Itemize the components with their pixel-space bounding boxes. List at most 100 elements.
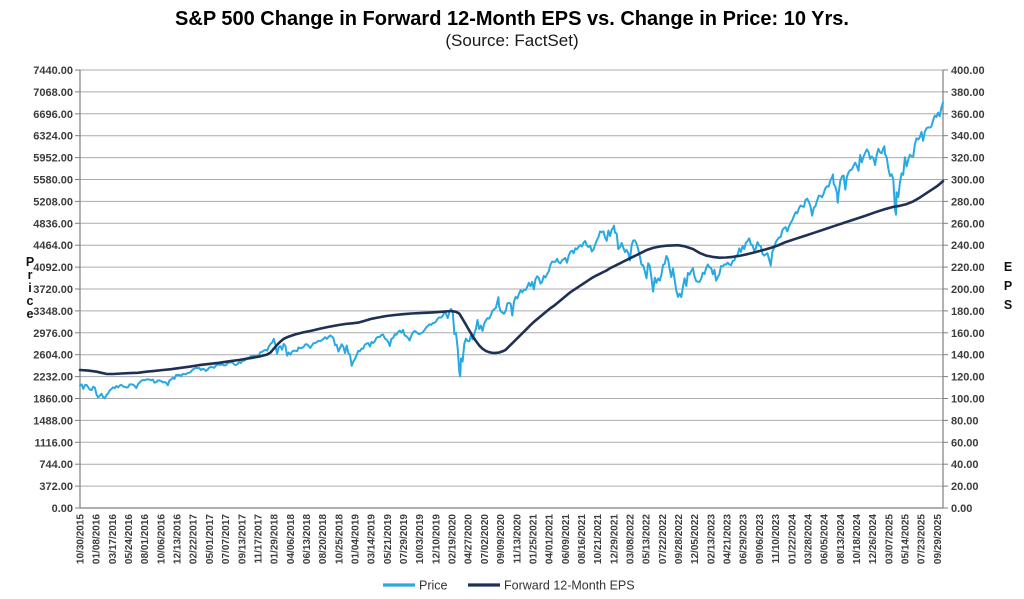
left-axis-title-letter: e	[27, 307, 34, 321]
x-axis-tick-label: 07/22/2022	[658, 514, 669, 564]
right-axis-tick-label: 100.00	[951, 394, 985, 406]
x-axis-tick-label: 01/25/2021	[528, 514, 539, 564]
left-axis-tick-label: 744.00	[39, 459, 73, 471]
x-axis-tick-label: 04/06/2018	[286, 514, 297, 564]
right-axis-tick-label: 140.00	[951, 350, 985, 362]
left-axis-tick-label: 2604.00	[33, 350, 73, 362]
right-axis-tick-label: 0.00	[951, 503, 972, 515]
left-axis-title-letter: i	[28, 281, 31, 295]
x-axis-tick-label: 04/01/2021	[545, 514, 556, 564]
x-axis-tick-label: 10/03/2019	[415, 514, 426, 564]
x-axis-tick-label: 05/21/2019	[383, 514, 394, 564]
chart-subtitle: (Source: FactSet)	[445, 31, 578, 50]
x-axis-tick-label: 03/28/2024	[803, 514, 814, 564]
x-axis-tick-label: 10/25/2018	[334, 514, 345, 564]
right-axis-tick-label: 320.00	[951, 153, 985, 165]
right-axis-tick-label: 240.00	[951, 240, 985, 252]
axes	[75, 69, 948, 509]
right-axis-tick-label: 120.00	[951, 372, 985, 384]
x-axis-tick-label: 05/01/2017	[205, 514, 216, 564]
x-axis-tick-label: 02/13/2023	[706, 514, 717, 564]
right-axis-tick-label: 60.00	[951, 437, 979, 449]
left-axis-tick-label: 4836.00	[33, 218, 73, 230]
x-axis-tick-label: 10/18/2024	[852, 514, 863, 564]
right-axis-tick-label: 180.00	[951, 306, 985, 318]
x-axis-tick-label: 06/09/2021	[561, 514, 572, 564]
gridlines	[80, 69, 943, 509]
x-axis-tick-label: 08/16/2021	[577, 514, 588, 564]
left-axis-tick-label: 7068.00	[33, 87, 73, 99]
x-axis-tick-label: 04/27/2020	[464, 514, 475, 564]
x-axis-tick-label: 02/19/2020	[448, 514, 459, 564]
x-axis-tick-label: 12/13/2016	[173, 514, 184, 564]
right-axis-tick-label: 200.00	[951, 284, 985, 296]
left-axis-tick-labels: 0.00 372.00 744.00 1116.00 1488.00 1860.00 223…	[33, 65, 73, 515]
x-axis-tick-label: 12/26/2024	[868, 514, 879, 564]
left-axis-tick-label: 7440.00	[33, 65, 73, 77]
left-axis-tick-label: 5208.00	[33, 196, 73, 208]
x-axis-tick-label: 06/05/2024	[820, 514, 831, 564]
left-axis-title-letter: r	[28, 268, 33, 282]
x-axis-tick-label: 12/29/2021	[609, 514, 620, 564]
right-axis-tick-label: 380.00	[951, 87, 985, 99]
x-axis-tick-label: 07/07/2017	[221, 514, 232, 564]
eps-line	[78, 179, 945, 376]
right-axis-tick-label: 280.00	[951, 196, 985, 208]
x-axis-tick-label: 08/20/2018	[318, 514, 329, 564]
x-axis-tick-label: 03/14/2019	[367, 514, 378, 564]
left-axis-tick-label: 5952.00	[33, 153, 73, 165]
left-axis-tick-label: 4092.00	[33, 262, 73, 274]
chart-title: S&P 500 Change in Forward 12-Month EPS v…	[175, 8, 849, 30]
left-axis-tick-label: 3720.00	[33, 284, 73, 296]
legend-label: Forward 12-Month EPS	[504, 579, 635, 593]
x-axis-tick-label: 09/06/2023	[755, 514, 766, 564]
x-axis-tick-label: 10/30/2015	[76, 514, 87, 564]
x-axis-tick-label: 01/29/2018	[270, 514, 281, 564]
x-axis-tick-label: 11/17/2017	[253, 514, 264, 564]
x-axis-tick-label: 01/08/2016	[92, 514, 103, 564]
x-axis-tick-label: 03/17/2016	[108, 514, 119, 564]
left-axis-tick-label: 6696.00	[33, 109, 73, 121]
right-axis-tick-label: 20.00	[951, 481, 979, 493]
x-axis-tick-label: 08/13/2024	[836, 514, 847, 564]
right-axis-title-letter: E	[1004, 260, 1012, 274]
right-axis-tick-label: 220.00	[951, 262, 985, 274]
left-axis-tick-label: 5580.00	[33, 175, 73, 187]
right-axis-tick-label: 260.00	[951, 218, 985, 230]
left-axis-tick-label: 2232.00	[33, 372, 73, 384]
x-axis-tick-labels: 10/30/2015 01/08/2016 03/17/2016 05/24/2016…	[76, 514, 944, 564]
x-axis-tick-label: 07/29/2019	[399, 514, 410, 564]
x-axis-tick-label: 05/13/2022	[642, 514, 653, 564]
left-axis-title-letter: P	[26, 255, 34, 269]
right-axis-tick-label: 160.00	[951, 328, 985, 340]
right-axis-tick-label: 340.00	[951, 131, 985, 143]
left-axis-tick-label: 1116.00	[34, 437, 73, 449]
x-axis-tick-label: 05/14/2025	[901, 514, 912, 564]
x-axis-tick-label: 05/24/2016	[124, 514, 135, 564]
right-axis-tick-label: 400.00	[951, 65, 985, 77]
left-axis-tick-label: 6324.00	[33, 131, 73, 143]
x-axis-tick-label: 12/05/2022	[690, 514, 701, 564]
x-axis-tick-label: 06/13/2018	[302, 514, 313, 564]
right-axis-title-letter: S	[1004, 298, 1012, 312]
right-axis-tick-label: 80.00	[951, 415, 979, 427]
x-axis-tick-label: 07/23/2025	[917, 514, 928, 564]
data-series	[78, 101, 945, 400]
left-axis-tick-label: 0.00	[52, 503, 73, 515]
right-axis-tick-label: 360.00	[951, 109, 985, 121]
x-axis-tick-label: 09/29/2025	[933, 514, 944, 564]
left-axis-tick-label: 1860.00	[33, 394, 73, 406]
left-axis-title-letter: c	[27, 294, 34, 308]
x-axis-tick-label: 03/08/2022	[626, 514, 637, 564]
x-axis-tick-label: 07/02/2020	[480, 514, 491, 564]
x-axis-tick-label: 09/28/2022	[674, 514, 685, 564]
left-axis-tick-label: 2976.00	[33, 328, 73, 340]
x-axis-tick-label: 03/07/2025	[884, 514, 895, 564]
x-axis-tick-label: 01/04/2019	[351, 514, 362, 564]
legend-label: Price	[419, 579, 448, 593]
price-line	[79, 101, 944, 400]
right-axis-tick-label: 40.00	[951, 459, 979, 471]
